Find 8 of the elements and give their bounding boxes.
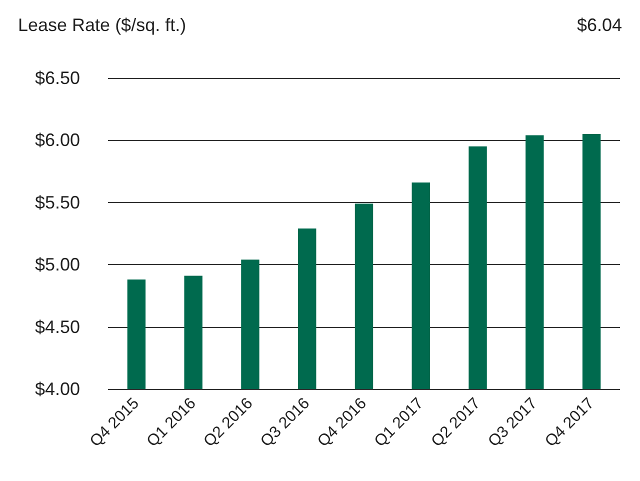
- y-axis-title: Lease Rate ($/sq. ft.): [18, 15, 186, 35]
- y-tick-label: $4.00: [34, 379, 80, 399]
- y-tick-label: $6.50: [34, 68, 80, 88]
- y-tick-label: $5.00: [34, 254, 80, 275]
- y-tick-label: $6.00: [34, 130, 80, 150]
- y-tick-label: $4.50: [34, 316, 80, 337]
- y-tick-label: $5.50: [34, 192, 80, 212]
- text: $6.04: [576, 15, 622, 35]
